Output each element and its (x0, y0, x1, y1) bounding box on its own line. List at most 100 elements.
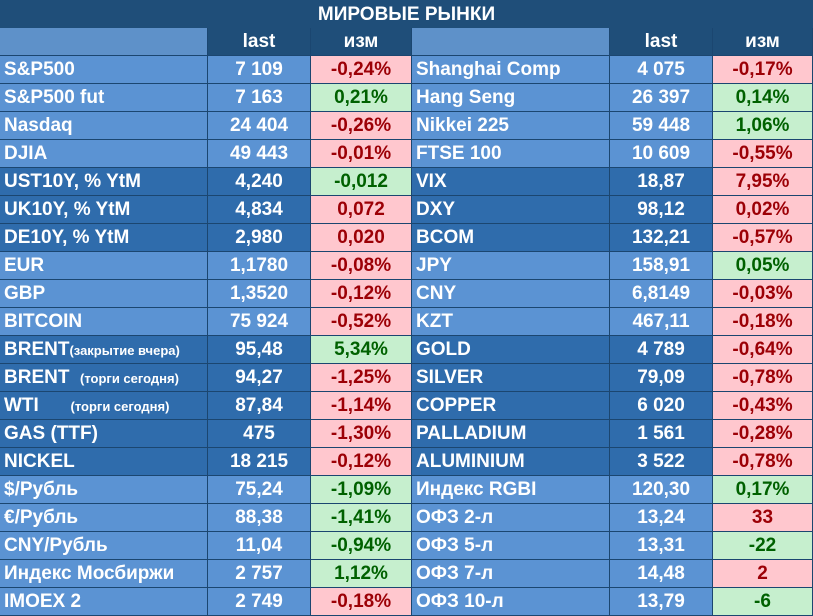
last-value: 59 448 (610, 112, 713, 140)
header-name-left (0, 28, 208, 56)
instrument-name: $/Рубль (0, 476, 208, 504)
instrument-label: NICKEL (4, 451, 75, 472)
table-row: UK10Y, % YtM 4,834 0,072 DXY 98,12 0,02% (0, 196, 813, 224)
change-value: -1,30% (311, 420, 412, 448)
change-value: -0,55% (713, 140, 813, 168)
last-value: 4 789 (610, 336, 713, 364)
header-row: last изм last изм (0, 28, 813, 56)
last-value: 94,27 (208, 364, 311, 392)
change-value: 0,21% (311, 84, 412, 112)
last-value: 18,87 (610, 168, 713, 196)
instrument-label: UK10Y, % YtM (4, 199, 131, 220)
instrument-name: DXY (412, 196, 610, 224)
last-value: 1,3520 (208, 280, 311, 308)
board-title: МИРОВЫЕ РЫНКИ (0, 0, 813, 28)
instrument-name: DJIA (0, 140, 208, 168)
last-value: 2 749 (208, 588, 311, 616)
last-value: 2 757 (208, 560, 311, 588)
change-value: -0,78% (713, 364, 813, 392)
table-row: BRENT(закрытие вчера) 95,48 5,34% GOLD 4 789… (0, 336, 813, 364)
change-value: -1,41% (311, 504, 412, 532)
instrument-label: Nasdaq (4, 115, 73, 136)
instrument-label: CNY/Рубль (4, 535, 108, 556)
table-row: $/Рубль 75,24 -1,09% Индекс RGBI 120,30 0,17% (0, 476, 813, 504)
last-value: 1 561 (610, 420, 713, 448)
instrument-name: IMOEX 2 (0, 588, 208, 616)
instrument-name: Nasdaq (0, 112, 208, 140)
instrument-name: ОФЗ 5-л (412, 532, 610, 560)
instrument-name: Shanghai Comp (412, 56, 610, 84)
instrument-name: €/Рубль (0, 504, 208, 532)
last-value: 18 215 (208, 448, 311, 476)
change-value: -0,18% (713, 308, 813, 336)
instrument-label: DJIA (4, 143, 48, 164)
instrument-name: CNY (412, 280, 610, 308)
instrument-name: CNY/Рубль (0, 532, 208, 560)
change-value: -0,18% (311, 588, 412, 616)
table-group: BRENT(закрытие вчера) 95,48 5,34% GOLD 4 789… (0, 336, 813, 476)
table-row: GBP 1,3520 -0,12% CNY 6,8149 -0,03% (0, 280, 813, 308)
instrument-name: ОФЗ 7-л (412, 560, 610, 588)
instrument-name: GOLD (412, 336, 610, 364)
table-row: GAS (TTF) 475 -1,30% PALLADIUM 1 561 -0,28% (0, 420, 813, 448)
last-value: 95,48 (208, 336, 311, 364)
instrument-name: UK10Y, % YtM (0, 196, 208, 224)
instrument-label: BRENT (4, 339, 70, 360)
last-value: 26 397 (610, 84, 713, 112)
change-value: -0,26% (311, 112, 412, 140)
instrument-label: €/Рубль (4, 507, 79, 528)
instrument-name: Hang Seng (412, 84, 610, 112)
change-value: -0,012 (311, 168, 412, 196)
instrument-name: BRENT(закрытие вчера) (0, 336, 208, 364)
instrument-label: BITCOIN (4, 311, 83, 332)
instrument-name: COPPER (412, 392, 610, 420)
change-value: -0,03% (713, 280, 813, 308)
instrument-label: EUR (4, 255, 45, 276)
instrument-note: (закрытие вчера) (69, 343, 180, 358)
table-body: S&P500 7 109 -0,24% Shanghai Comp 4 075 -0,17… (0, 56, 813, 616)
table-row: Nasdaq 24 404 -0,26% Nikkei 225 59 448 1,06% (0, 112, 813, 140)
change-value: 2 (713, 560, 813, 588)
instrument-name: NICKEL (0, 448, 208, 476)
last-value: 87,84 (208, 392, 311, 420)
change-value: -0,43% (713, 392, 813, 420)
last-value: 6 020 (610, 392, 713, 420)
change-value: 0,17% (713, 476, 813, 504)
last-value: 75 924 (208, 308, 311, 336)
header-chg-left: изм (311, 28, 412, 56)
instrument-name: GBP (0, 280, 208, 308)
last-value: 475 (208, 420, 311, 448)
instrument-label: S&P500 (4, 59, 75, 80)
table-group: $/Рубль 75,24 -1,09% Индекс RGBI 120,30 0,17%… (0, 476, 813, 616)
table-row: EUR 1,1780 -0,08% JPY 158,91 0,05% (0, 252, 813, 280)
instrument-label: IMOEX 2 (4, 591, 82, 612)
instrument-name: Индекс RGBI (412, 476, 610, 504)
table-row: UST10Y, % YtM 4,240 -0,012 VIX 18,87 7,95% (0, 168, 813, 196)
instrument-note: (торги сегодня) (70, 399, 170, 414)
instrument-name: ALUMINIUM (412, 448, 610, 476)
table-row: CNY/Рубль 11,04 -0,94% ОФЗ 5-л 13,31 -22 (0, 532, 813, 560)
last-value: 4,240 (208, 168, 311, 196)
change-value: 0,05% (713, 252, 813, 280)
change-value: -0,57% (713, 224, 813, 252)
change-value: -0,28% (713, 420, 813, 448)
instrument-note: (торги сегодня) (80, 371, 179, 386)
change-value: -0,12% (311, 280, 412, 308)
header-last-right: last (610, 28, 713, 56)
change-value: -22 (713, 532, 813, 560)
last-value: 3 522 (610, 448, 713, 476)
instrument-name: VIX (412, 168, 610, 196)
change-value: 0,072 (311, 196, 412, 224)
table-row: Индекс Мосбиржи 2 757 1,12% ОФЗ 7-л 14,48 2 (0, 560, 813, 588)
instrument-name: JPY (412, 252, 610, 280)
instrument-label: GBP (4, 283, 46, 304)
instrument-name: Индекс Мосбиржи (0, 560, 208, 588)
table-row: BITCOIN 75 924 -0,52% KZT 467,11 -0,18% (0, 308, 813, 336)
header-last-left: last (208, 28, 311, 56)
last-value: 7 163 (208, 84, 311, 112)
instrument-label: DE10Y, % YtM (4, 227, 130, 248)
change-value: -0,12% (311, 448, 412, 476)
last-value: 75,24 (208, 476, 311, 504)
instrument-name: FTSE 100 (412, 140, 610, 168)
instrument-name: BRENT (торги сегодня) (0, 364, 208, 392)
